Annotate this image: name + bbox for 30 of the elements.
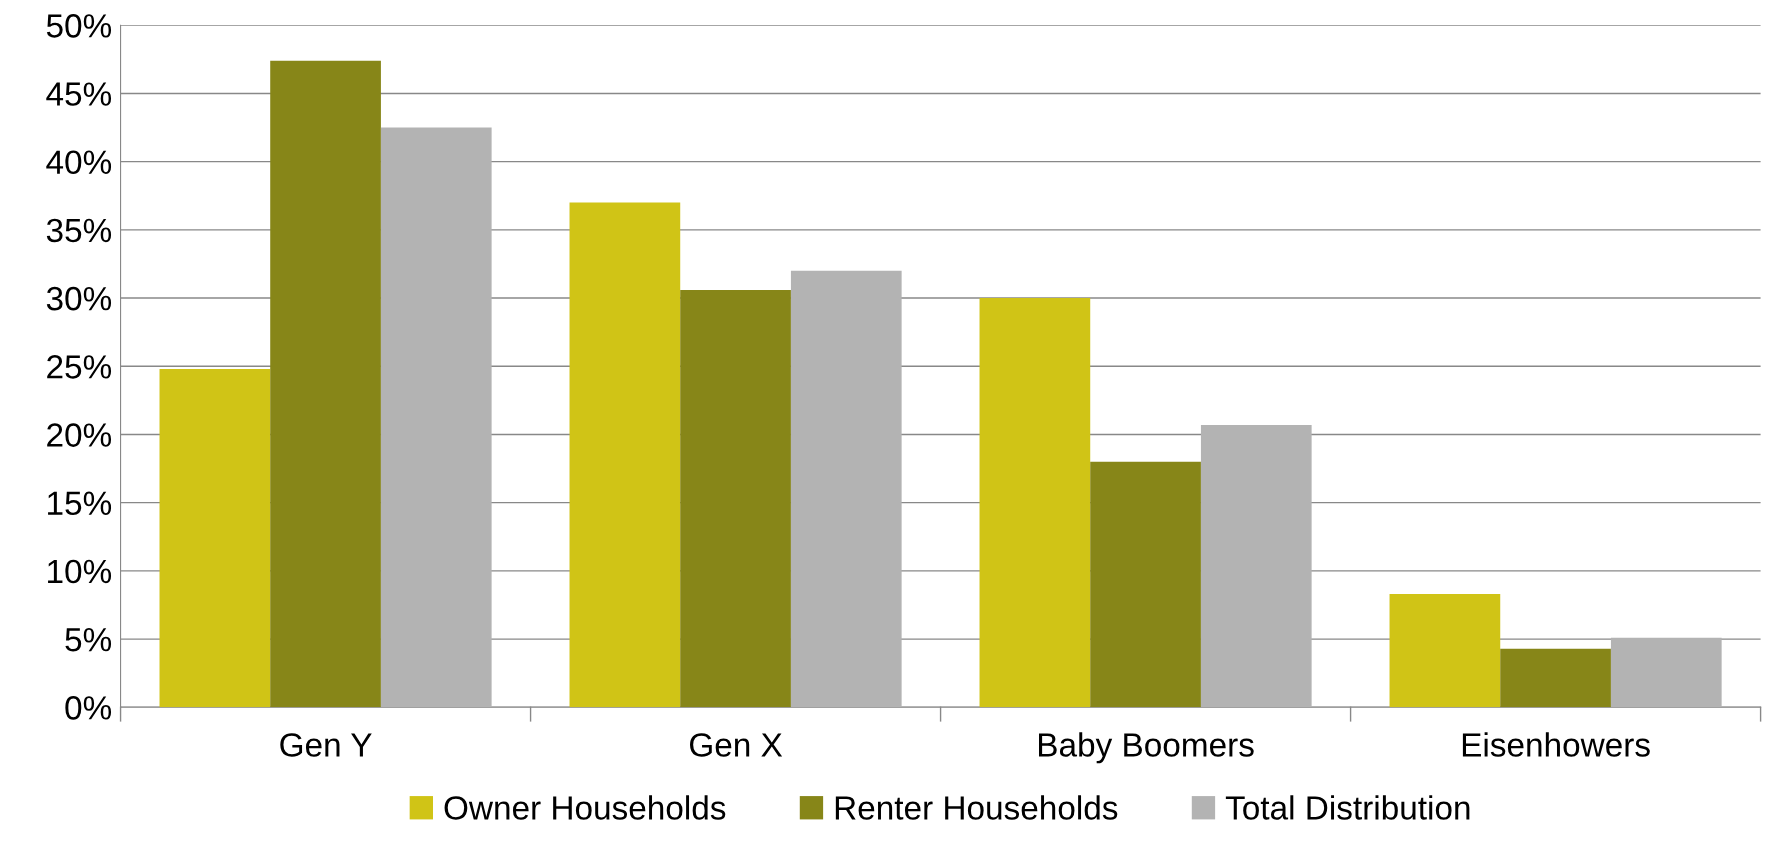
y-tick-label: 20%	[47, 423, 112, 447]
x-tick-label: Gen Y	[280, 733, 372, 757]
bar	[1090, 461, 1201, 708]
bar	[1200, 424, 1312, 708]
bar	[680, 289, 791, 708]
y-tick-label: 45%	[46, 82, 112, 106]
y-tick-label: 30%	[46, 286, 112, 311]
bar	[159, 369, 271, 708]
y-tick-label: 10%	[48, 559, 112, 584]
y-tick-label: 35%	[46, 218, 112, 243]
bar	[569, 202, 681, 708]
bar	[790, 270, 902, 708]
bar	[380, 127, 492, 708]
y-tick-label: 15%	[48, 491, 112, 516]
bar	[1389, 594, 1501, 708]
y-tick-label: 5%	[65, 628, 112, 652]
y-tick-label: 25%	[47, 355, 112, 379]
y-tick-label: 0%	[65, 696, 112, 720]
legend-label: Owner Households	[444, 795, 726, 820]
bar	[979, 298, 1091, 708]
bar	[1500, 648, 1611, 708]
bar	[270, 60, 381, 708]
x-tick-label: Gen X	[690, 733, 783, 757]
y-tick-label: 50%	[46, 14, 112, 38]
legend-label: Total Distribution	[1225, 795, 1470, 820]
bar	[1610, 637, 1722, 708]
y-tick-label: 40%	[46, 150, 112, 175]
x-tick-label: Eisenhowers	[1462, 732, 1650, 757]
x-tick-label: Baby Boomers	[1039, 732, 1254, 764]
legend-label: Renter Households	[835, 795, 1118, 820]
